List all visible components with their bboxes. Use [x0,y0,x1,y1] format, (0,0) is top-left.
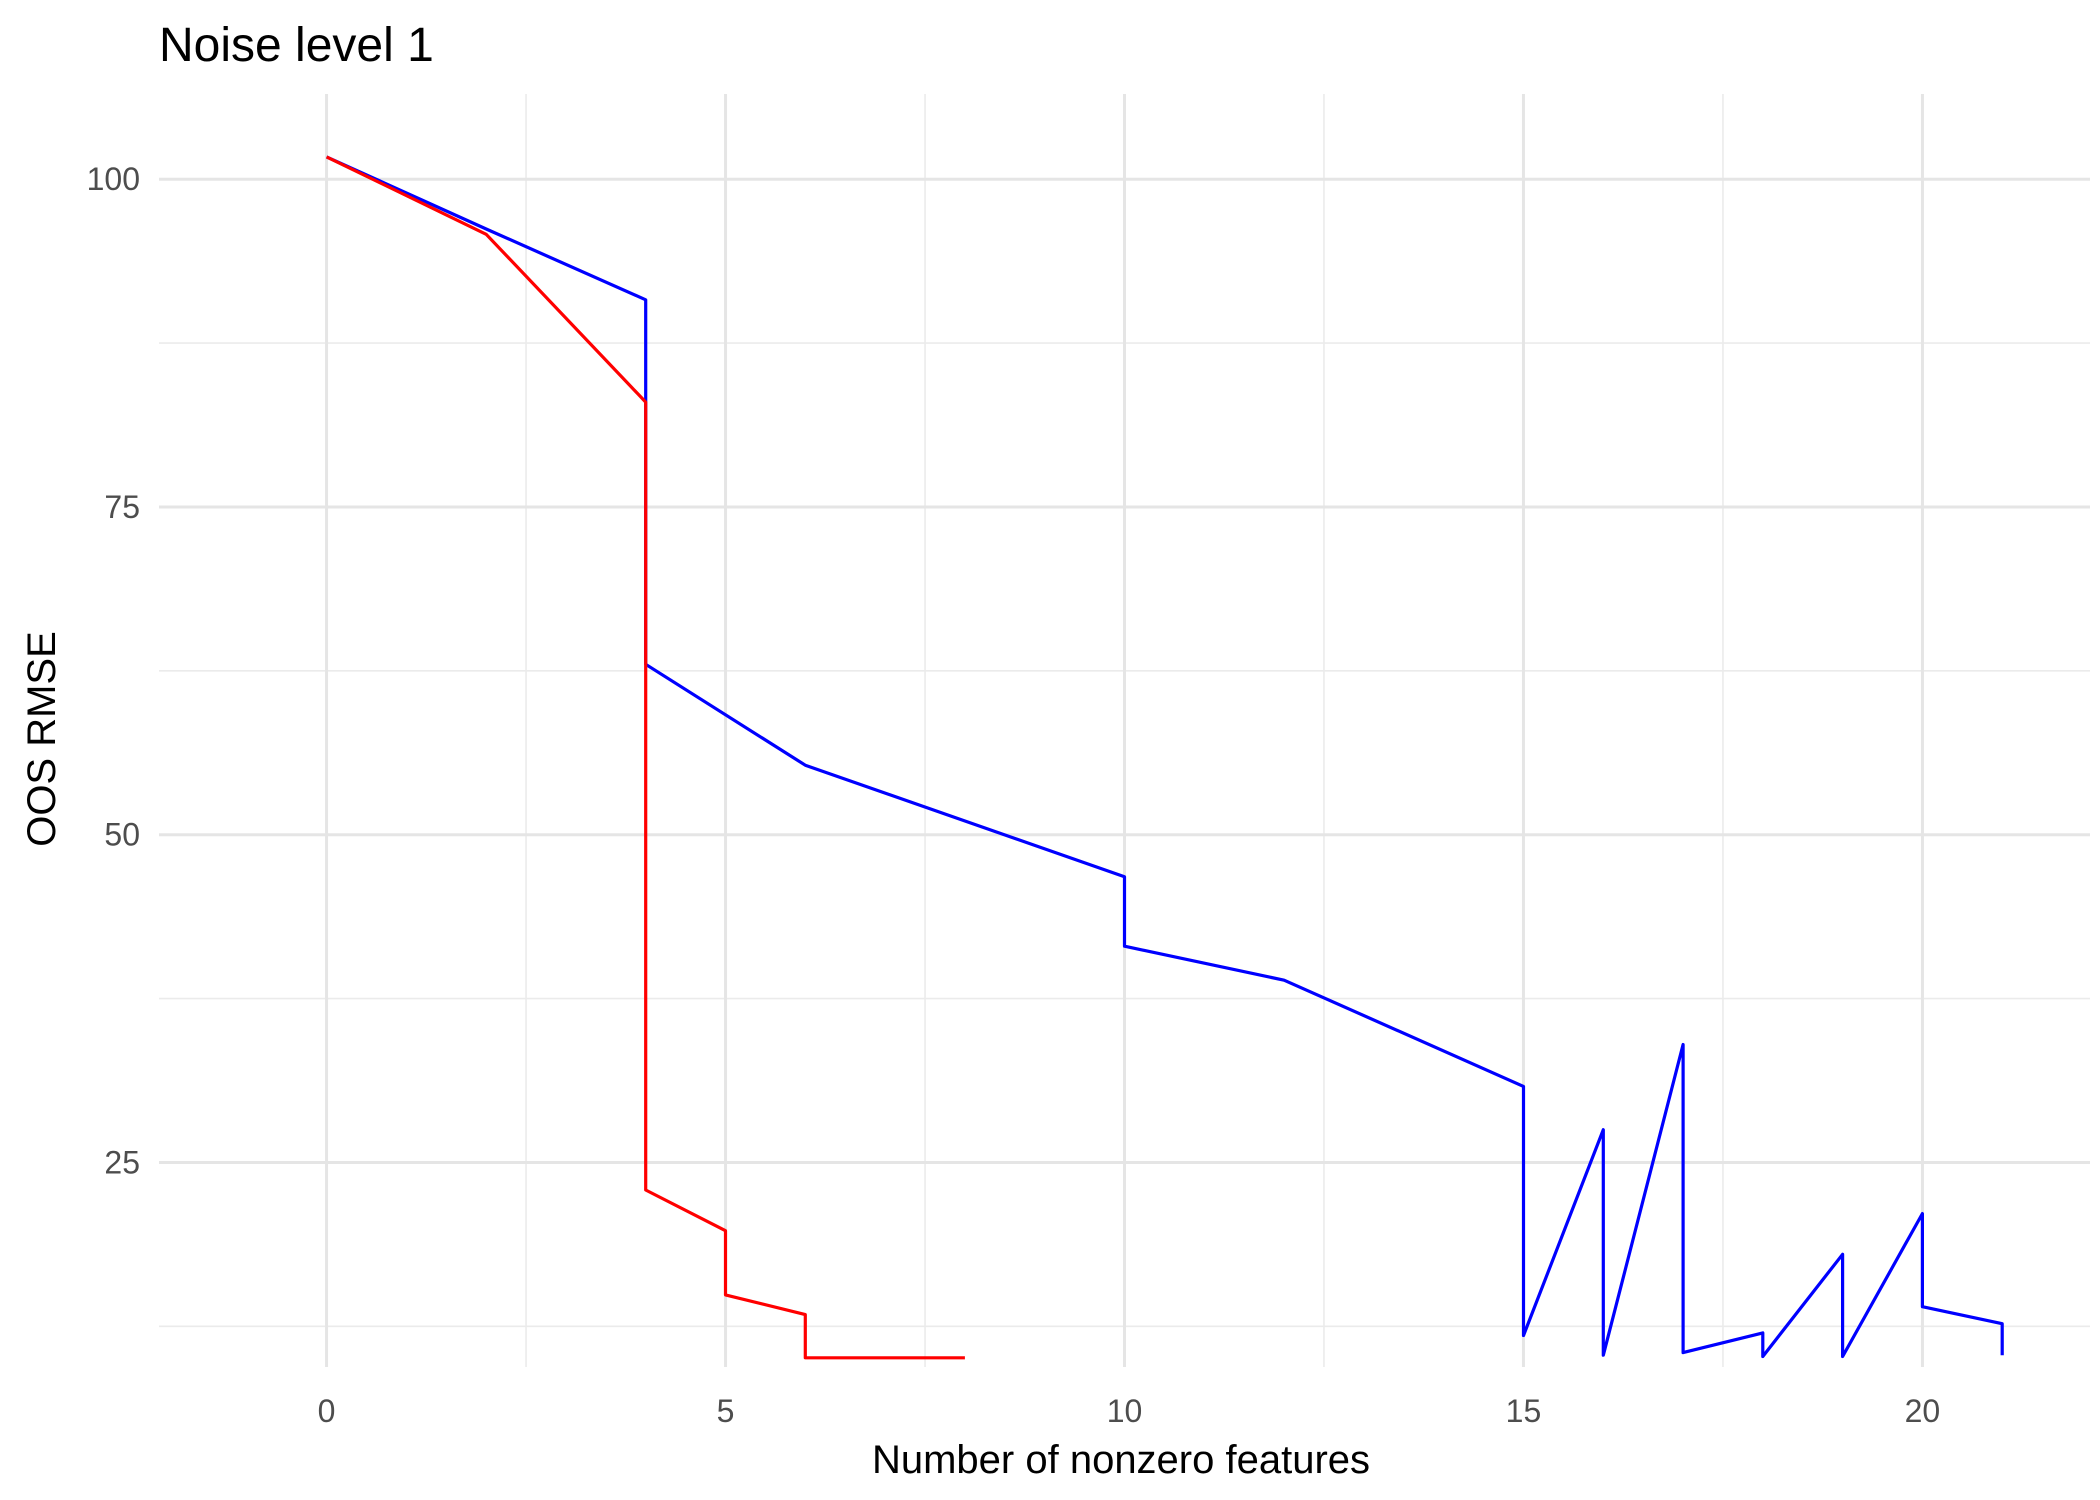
x-tick-label-2: 10 [1107,1393,1143,1429]
y-tick-label-1: 50 [104,817,140,853]
series-line-1 [325,155,2004,1359]
y-tick-label-3: 100 [87,161,140,197]
series-group [325,155,2004,1360]
chart-title: Noise level 1 [159,19,434,72]
y-axis-title: OOS RMSE [20,631,64,847]
y-tick-label-2: 75 [104,489,140,525]
series-line-2 [325,155,965,1360]
x-tick-label-0: 0 [318,1393,336,1429]
x-tick-label-1: 5 [717,1393,735,1429]
grid [159,94,2090,1367]
y-tick-label-0: 25 [104,1144,140,1180]
tick-labels: 0 5 10 15 20 25 50 75 100 [87,161,1941,1429]
x-tick-label-4: 20 [1905,1393,1941,1429]
x-axis-title: Number of nonzero features [872,1438,1370,1482]
x-tick-label-3: 15 [1506,1393,1542,1429]
